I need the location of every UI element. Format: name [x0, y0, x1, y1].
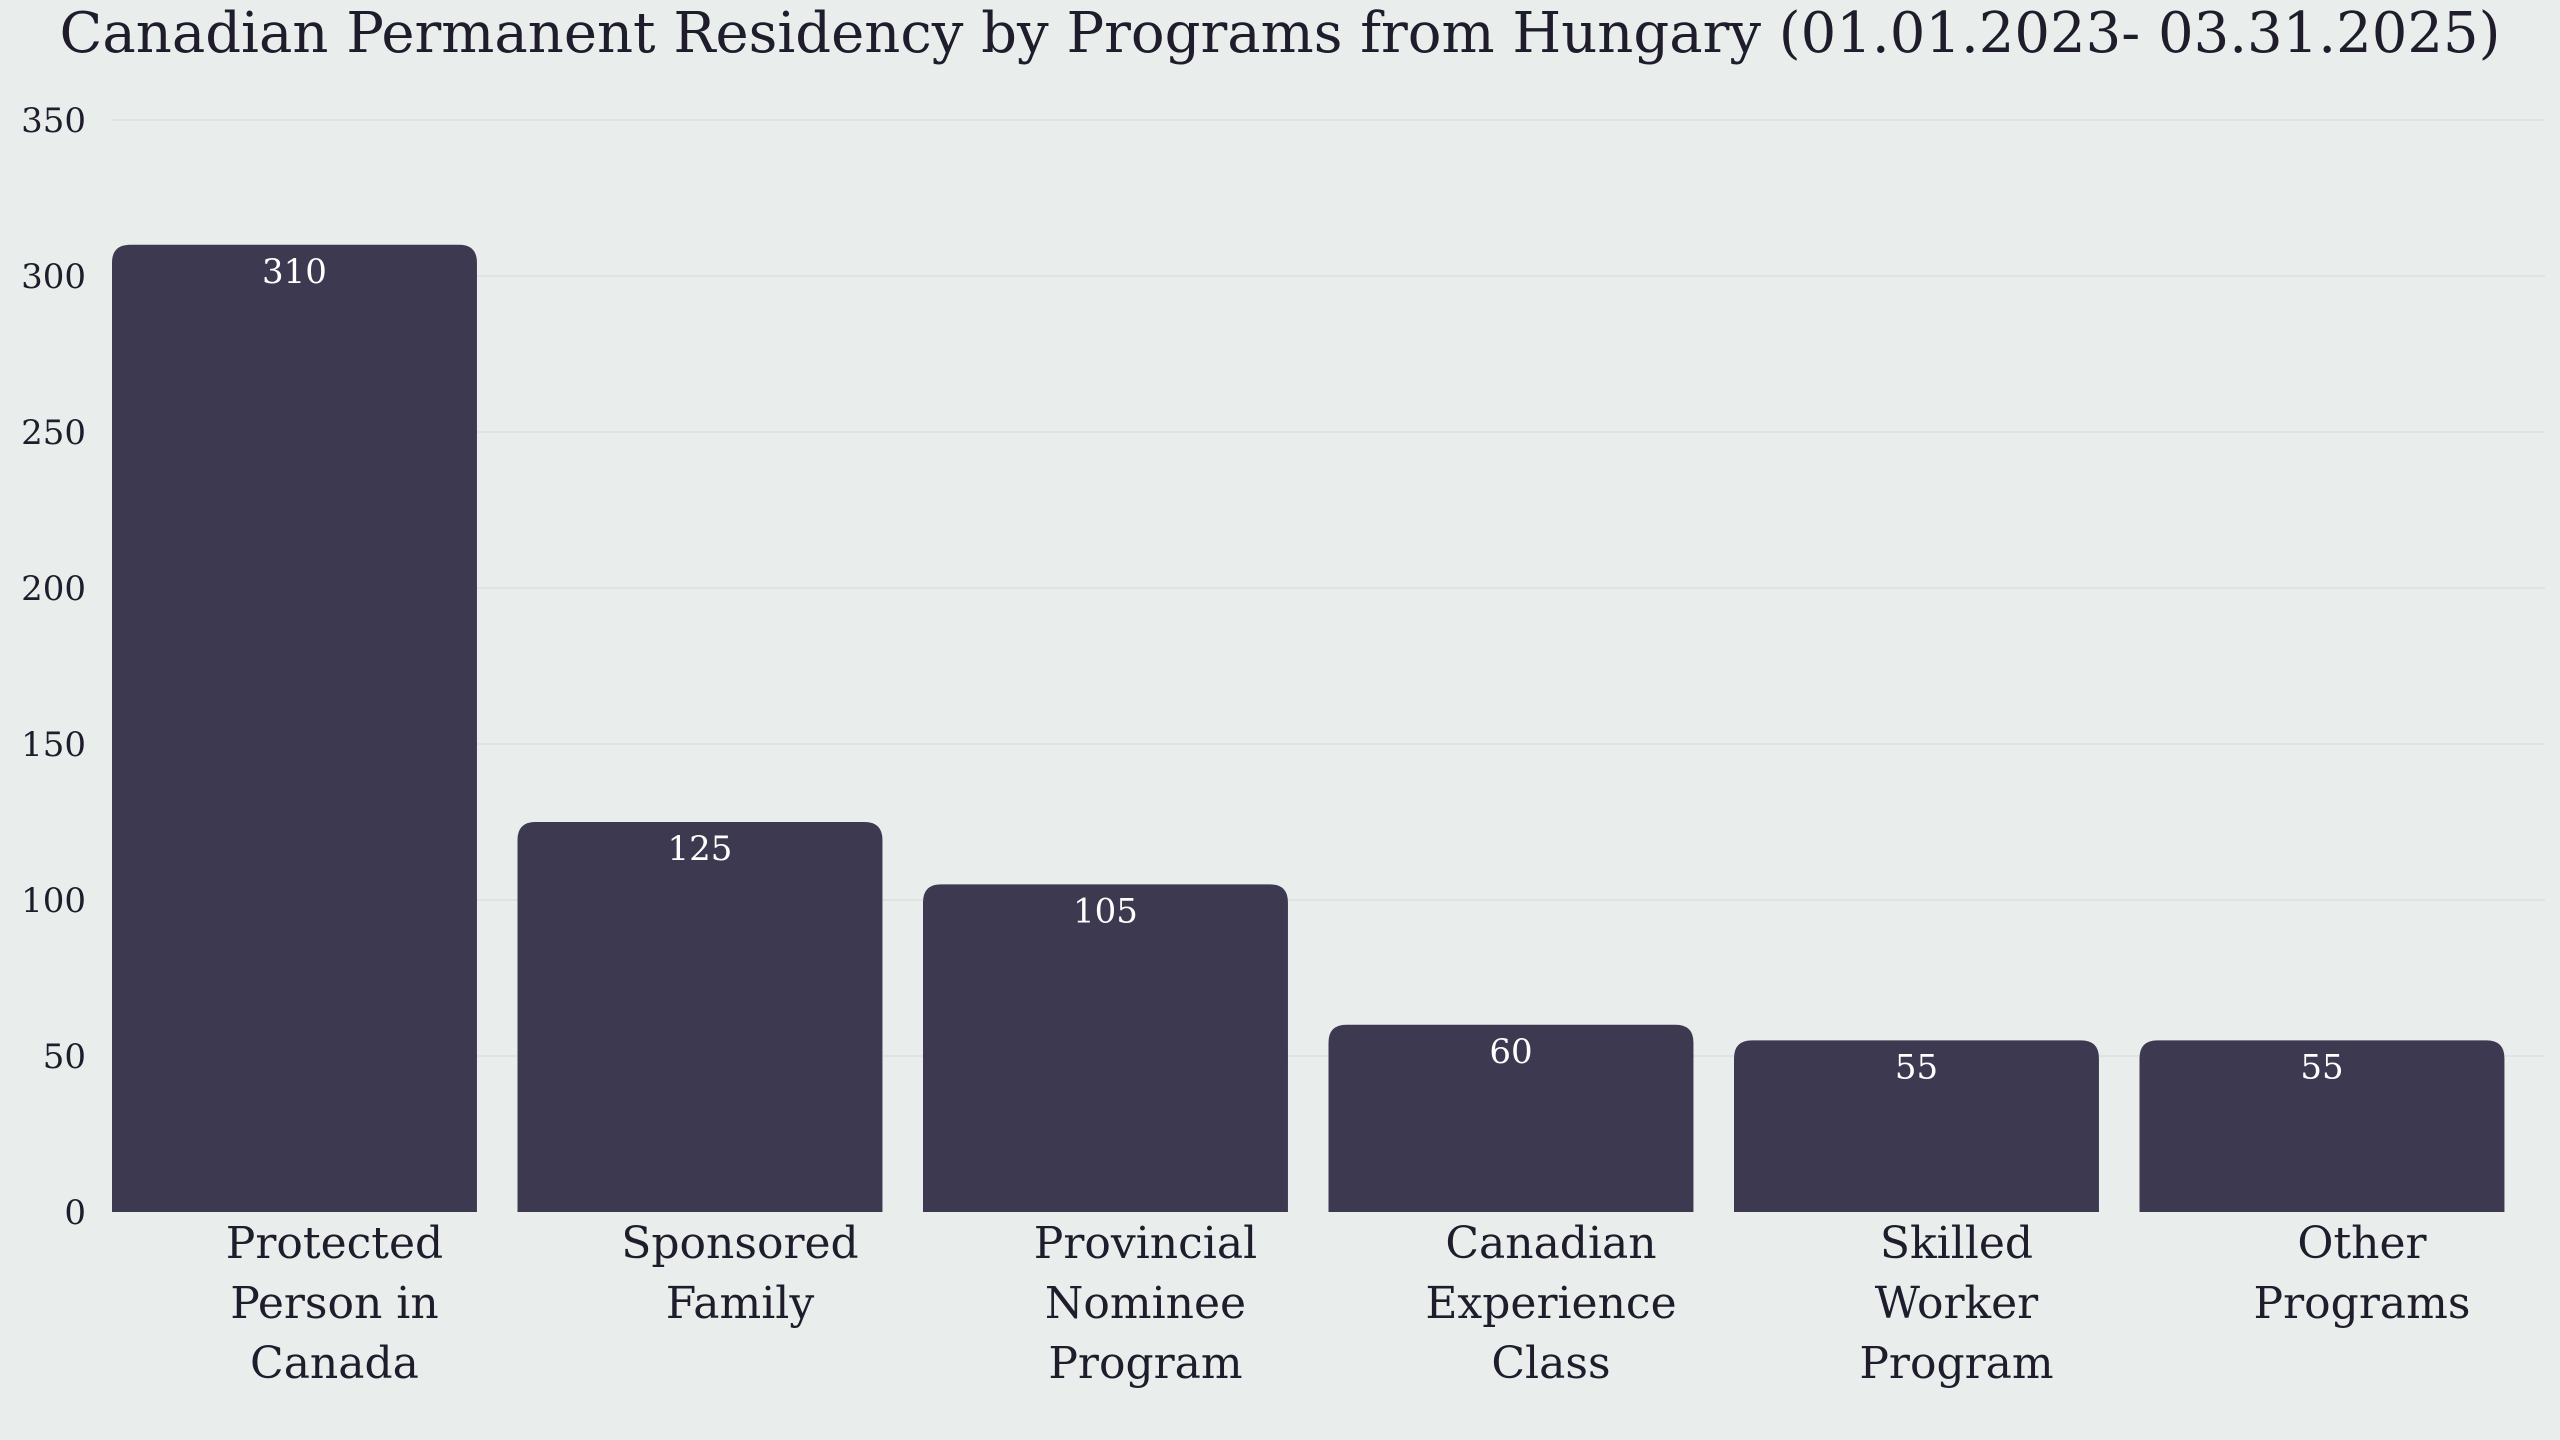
bar-0	[112, 244, 477, 1213]
x-tick-label-line: Provincial	[1034, 1218, 1257, 1269]
x-tick-label-line: Person in	[230, 1278, 439, 1329]
x-tick-label-line: Program	[1859, 1338, 2053, 1389]
data-label-5: 55	[2300, 1047, 2343, 1087]
bar-4	[1734, 1040, 2099, 1212]
data-label-4: 55	[1895, 1047, 1938, 1087]
x-tick-label-2: Provincial Nominee Program	[1034, 1218, 1257, 1389]
y-tick-label-150: 150	[21, 725, 86, 765]
x-tick-label-4: Skilled Worker Program	[1859, 1218, 2053, 1389]
bar-3	[1328, 1024, 1694, 1212]
y-tick-label-0: 0	[64, 1193, 86, 1233]
x-tick-label-line: Canada	[250, 1338, 419, 1389]
y-tick-label-350: 350	[21, 101, 86, 141]
x-tick-label-line: Canadian	[1445, 1218, 1656, 1269]
x-tick-label-1: Sponsored Family	[621, 1218, 858, 1329]
x-tick-label-0: Protected Person in Canada	[226, 1218, 443, 1389]
bar-5	[2139, 1040, 2505, 1212]
data-label-2: 105	[1073, 891, 1138, 931]
y-tick-label-100: 100	[21, 881, 86, 921]
chart-title: Canadian Permanent Residency by Programs…	[60, 1, 2501, 66]
x-tick-label-line: Protected	[226, 1218, 443, 1269]
x-tick-label-line: Worker	[1875, 1278, 2039, 1329]
data-labels: 310 125 105 60 55 55	[262, 252, 2344, 1088]
y-tick-label-200: 200	[21, 569, 86, 609]
bars	[112, 244, 2505, 1213]
y-tick-label-50: 50	[43, 1037, 86, 1077]
x-tick-label-line: Sponsored	[621, 1218, 858, 1269]
y-tick-label-300: 300	[21, 257, 86, 297]
x-axis: Protected Person in Canada Sponsored Family P…	[226, 1218, 2471, 1389]
x-tick-label-5: Other Programs	[2254, 1218, 2471, 1329]
x-tick-label-line: Programs	[2254, 1278, 2471, 1329]
data-label-1: 125	[668, 829, 733, 869]
bar-1	[517, 822, 883, 1212]
x-tick-label-line: Experience	[1425, 1278, 1676, 1329]
bar-2	[923, 884, 1288, 1212]
x-tick-label-line: Family	[666, 1278, 815, 1329]
x-tick-label-line: Program	[1048, 1338, 1242, 1389]
x-tick-label-line: Skilled	[1880, 1218, 2033, 1269]
data-label-3: 60	[1489, 1032, 1532, 1072]
x-tick-label-line: Nominee	[1045, 1278, 1246, 1329]
y-tick-label-250: 250	[21, 413, 86, 453]
data-label-0: 310	[262, 252, 327, 292]
x-tick-label-line: Other	[2297, 1218, 2427, 1269]
y-axis: 0 50 100 150 200 250 300 350	[21, 101, 86, 1233]
x-tick-label-line: Class	[1491, 1338, 1610, 1389]
x-tick-label-3: Canadian Experience Class	[1425, 1218, 1676, 1389]
